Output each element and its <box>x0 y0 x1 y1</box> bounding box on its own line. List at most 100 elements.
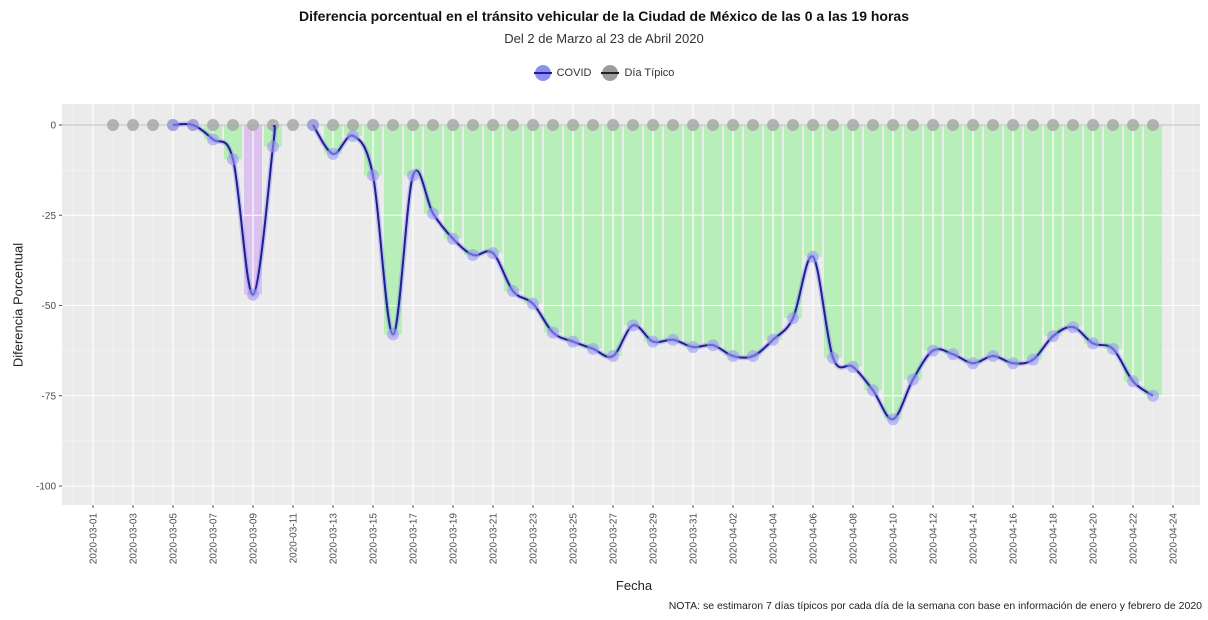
covid-point <box>367 169 379 182</box>
x-tick-label: 2020-03-27 <box>609 513 620 565</box>
typical-day-point <box>887 119 899 131</box>
x-tick-label: 2020-04-20 <box>1089 513 1100 565</box>
x-tick-label: 2020-04-18 <box>1049 513 1060 565</box>
y-tick-label: -75 <box>42 391 57 402</box>
difference-bar <box>544 125 562 333</box>
difference-bar <box>744 125 762 357</box>
covid-point <box>787 312 799 325</box>
footnote: NOTA: se estimaron 7 días típicos por ca… <box>668 600 1202 612</box>
typical-day-point <box>227 119 239 131</box>
chart-subtitle: Del 2 de Marzo al 23 de Abril 2020 <box>504 31 704 46</box>
covid-point <box>607 350 619 363</box>
x-tick-label: 2020-03-01 <box>89 513 100 565</box>
typical-day-point <box>1027 119 1039 131</box>
legend-label-typical: Día Típico <box>624 67 675 79</box>
x-axis-label: Fecha <box>615 578 653 593</box>
x-tick-label: 2020-03-29 <box>649 513 660 565</box>
typical-day-point <box>327 119 339 131</box>
y-tick-label: -25 <box>42 211 57 222</box>
typical-day-point <box>407 119 419 131</box>
covid-point <box>727 350 739 363</box>
covid-point <box>867 384 879 397</box>
covid-point <box>967 357 979 370</box>
covid-point <box>1027 353 1039 366</box>
y-tick-label: -50 <box>42 301 57 312</box>
covid-point <box>687 341 699 354</box>
covid-point <box>807 250 819 263</box>
typical-day-point <box>927 119 939 131</box>
typical-day-point <box>127 119 139 131</box>
difference-bar <box>1104 125 1122 349</box>
x-tick-label: 2020-03-19 <box>449 513 460 565</box>
y-axis-label: Diferencia Porcentual <box>10 242 26 368</box>
covid-point <box>627 319 639 332</box>
chart-title: Diferencia porcentual en el tránsito veh… <box>299 8 909 24</box>
difference-bar <box>464 125 482 255</box>
covid-point <box>387 328 399 341</box>
covid-point <box>1087 337 1099 350</box>
covid-point <box>767 333 779 346</box>
typical-day-point <box>287 119 299 131</box>
covid-point <box>507 285 519 298</box>
typical-day-point <box>467 119 479 131</box>
covid-point <box>427 207 439 220</box>
covid-point <box>187 119 199 131</box>
difference-bar <box>504 125 522 292</box>
difference-bar <box>224 125 242 160</box>
covid-point <box>447 232 459 245</box>
covid-point <box>667 333 679 346</box>
covid-point <box>1007 357 1019 370</box>
covid-point <box>167 119 179 131</box>
x-tick-label: 2020-04-12 <box>929 513 940 565</box>
covid-point <box>527 297 539 310</box>
covid-point <box>887 413 899 426</box>
typical-day-point <box>427 119 439 131</box>
difference-bar <box>424 125 442 214</box>
typical-day-point <box>247 119 259 131</box>
difference-bar <box>1024 125 1042 360</box>
covid-point <box>587 342 599 355</box>
typical-day-point <box>207 119 219 131</box>
x-tick-label: 2020-03-31 <box>689 513 700 565</box>
covid-point <box>847 360 859 373</box>
covid-point <box>1107 342 1119 355</box>
typical-day-point <box>907 119 919 131</box>
difference-bar <box>664 125 682 340</box>
difference-bar <box>984 125 1002 357</box>
typical-day-key-icon <box>601 64 620 82</box>
covid-point <box>947 348 959 361</box>
y-tick-label: 0 <box>50 121 56 132</box>
typical-day-point <box>147 119 159 131</box>
covid-point <box>567 335 579 348</box>
covid-point <box>1127 375 1139 388</box>
x-tick-label: 2020-03-23 <box>529 513 540 565</box>
x-tick-label: 2020-04-06 <box>809 513 820 565</box>
typical-day-point <box>627 119 639 131</box>
typical-day-point <box>947 119 959 131</box>
typical-day-point <box>687 119 699 131</box>
covid-point <box>1067 321 1079 334</box>
x-tick-label: 2020-04-10 <box>889 513 900 565</box>
x-tick-label: 2020-03-21 <box>489 513 500 565</box>
x-tick-label: 2020-03-05 <box>169 513 180 565</box>
covid-point <box>227 153 239 166</box>
covid-point <box>707 339 719 352</box>
covid-point <box>487 247 499 260</box>
typical-day-point <box>667 119 679 131</box>
covid-point <box>327 147 339 160</box>
difference-bar <box>624 125 642 326</box>
difference-bar <box>1064 125 1082 328</box>
x-tick-label: 2020-03-07 <box>209 513 220 565</box>
legend: COVID Día Típico <box>0 64 1208 82</box>
typical-day-point <box>507 119 519 131</box>
legend-item-typical: Día Típico <box>601 64 674 82</box>
typical-day-point <box>367 119 379 131</box>
typical-day-point <box>967 119 979 131</box>
typical-day-point <box>727 119 739 131</box>
typical-day-point <box>707 119 719 131</box>
covid-point <box>347 129 359 142</box>
covid-point <box>307 119 319 131</box>
covid-point <box>267 140 279 153</box>
x-tick-label: 2020-04-08 <box>849 513 860 565</box>
typical-day-point <box>787 119 799 131</box>
